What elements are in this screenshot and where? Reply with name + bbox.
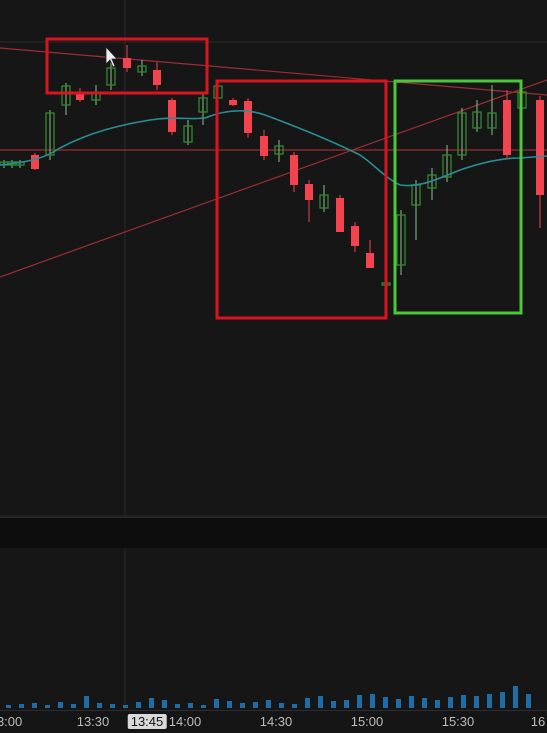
volume-bar	[136, 702, 141, 708]
volume-bar	[344, 700, 349, 708]
bullish-candle	[319, 194, 329, 209]
volume-bar	[357, 695, 362, 708]
bearish-candle	[536, 100, 544, 195]
bearish-candle	[244, 101, 252, 133]
descending-trendline[interactable]	[0, 47, 547, 96]
volume-bar	[305, 698, 310, 708]
time-label: 14:30	[259, 714, 293, 729]
bullish-candle	[396, 214, 406, 266]
bearish-candle	[31, 155, 39, 169]
volume-bar	[214, 699, 219, 708]
time-label: 16	[530, 714, 546, 729]
recovery-box	[393, 79, 523, 315]
bullish-candle	[198, 97, 208, 113]
volume-bar	[201, 705, 206, 708]
price-chart-canvas[interactable]	[0, 0, 547, 517]
bearish-candle	[123, 58, 131, 68]
volume-bar	[227, 701, 232, 708]
bullish-candle	[183, 125, 193, 143]
time-label: 13:00	[0, 714, 23, 729]
bearish-candle	[351, 226, 359, 246]
bullish-candle	[457, 112, 467, 156]
volume-bar	[383, 697, 388, 708]
bearish-candle	[336, 198, 344, 232]
volume-bar	[435, 700, 440, 708]
bullish-candle	[106, 67, 116, 86]
volume-bar	[162, 700, 167, 708]
bearish-candle	[260, 136, 268, 156]
bullish-candle	[442, 154, 452, 178]
volume-bar	[370, 694, 375, 708]
volume-bar	[292, 704, 297, 708]
volume-bar	[71, 704, 76, 708]
trendlines[interactable]	[0, 47, 547, 278]
volume-bar	[45, 705, 50, 708]
ascending-trendline[interactable]	[0, 79, 547, 278]
top-consolidation-box	[45, 37, 209, 95]
volume-bar	[253, 702, 258, 708]
volume-bars	[6, 686, 531, 708]
volume-bar	[110, 704, 115, 708]
candlestick-series	[0, 45, 544, 288]
volume-panel[interactable]	[0, 548, 547, 710]
volume-bar	[123, 705, 128, 708]
volume-bar	[318, 696, 323, 708]
volume-bar	[526, 694, 531, 708]
volume-bar	[474, 696, 479, 708]
grid	[0, 0, 547, 517]
volume-bar	[422, 698, 427, 708]
time-label: 13:30	[76, 714, 110, 729]
bearish-candle	[290, 155, 298, 185]
time-axis[interactable]: 13:00 13:30 13:45 14:00 14:30 15:00 15:3…	[0, 710, 547, 733]
volume-bar	[58, 702, 63, 708]
volume-bar	[396, 699, 401, 708]
volume-bar	[84, 696, 89, 708]
volume-bar	[448, 697, 453, 708]
bullish-candle	[472, 111, 482, 129]
volume-bar	[266, 700, 271, 708]
volume-bar	[487, 694, 492, 708]
volume-bar	[409, 696, 414, 708]
volume-bar	[331, 701, 336, 708]
time-label: 15:30	[441, 714, 475, 729]
bullish-candle	[45, 112, 55, 156]
volume-bar	[32, 703, 37, 708]
bullish-candle	[274, 145, 284, 155]
bearish-candle	[229, 100, 237, 105]
time-label: 14:00	[168, 714, 202, 729]
volume-bar	[461, 695, 466, 708]
panel-divider[interactable]	[0, 517, 547, 549]
bearish-candle	[503, 100, 511, 155]
time-label: 15:00	[350, 714, 384, 729]
volume-chart-canvas	[6, 548, 531, 710]
volume-bar	[513, 686, 518, 708]
volume-bar	[6, 705, 11, 708]
bullish-candle	[61, 85, 71, 106]
volume-bar	[279, 703, 284, 708]
volume-bar	[240, 703, 245, 708]
volume-bar	[97, 703, 102, 708]
bearish-candle	[153, 70, 161, 85]
volume-bar	[19, 704, 24, 708]
bearish-candle	[76, 93, 84, 100]
volume-bar	[149, 698, 154, 708]
crosshair-time-label: 13:45	[127, 714, 167, 729]
bearish-candle	[305, 184, 313, 200]
bullish-candle	[137, 65, 147, 73]
bullish-candle	[487, 112, 497, 129]
volume-bar	[188, 703, 193, 708]
bearish-candle	[366, 253, 374, 268]
pointer-arrow-icon	[105, 45, 118, 68]
price-chart-panel[interactable]	[0, 0, 547, 517]
moving-average-line[interactable]	[0, 109, 547, 187]
volume-bar	[175, 704, 180, 708]
selloff-box	[215, 79, 388, 320]
volume-bar	[500, 692, 505, 708]
bearish-candle	[168, 100, 176, 132]
